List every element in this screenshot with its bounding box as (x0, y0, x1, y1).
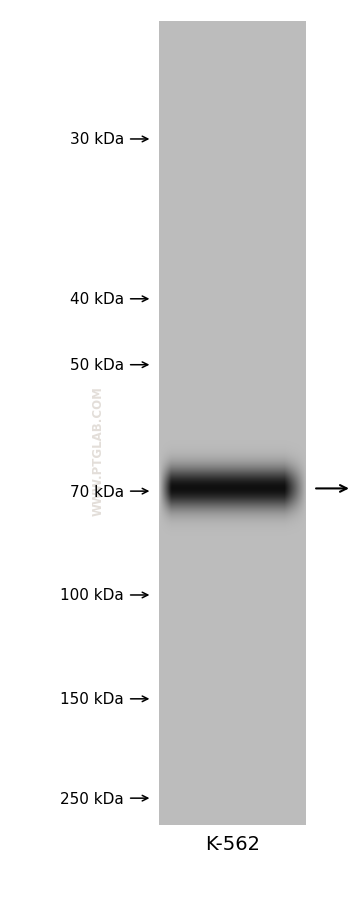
Text: 30 kDa: 30 kDa (70, 133, 124, 147)
Text: K-562: K-562 (205, 833, 260, 853)
Text: 70 kDa: 70 kDa (70, 484, 124, 499)
Text: 100 kDa: 100 kDa (61, 588, 124, 603)
Text: WWW.PTGLAB.COM: WWW.PTGLAB.COM (91, 386, 105, 516)
Text: 150 kDa: 150 kDa (61, 692, 124, 706)
Text: 50 kDa: 50 kDa (70, 358, 124, 373)
Text: 40 kDa: 40 kDa (70, 292, 124, 307)
Text: 250 kDa: 250 kDa (61, 791, 124, 805)
